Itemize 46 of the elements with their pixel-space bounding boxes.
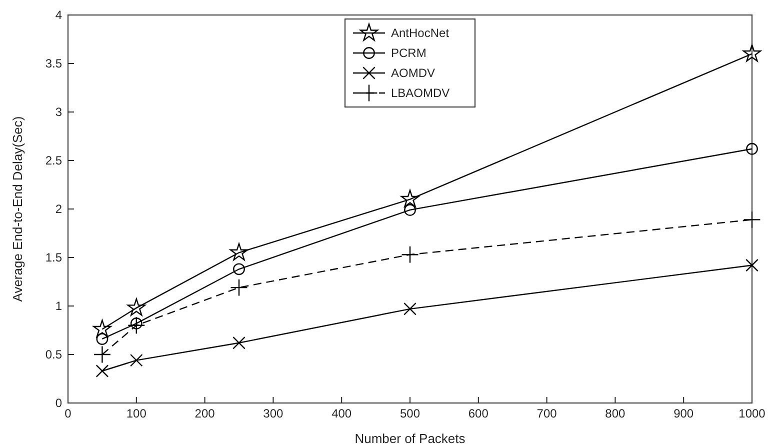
y-tick-label: 1	[55, 298, 62, 313]
point	[232, 336, 246, 350]
point	[230, 278, 248, 296]
y-tick-label: 1.5	[45, 250, 62, 264]
x-tick-label: 200	[194, 406, 216, 421]
point	[400, 190, 420, 208]
x-tick-label: 400	[332, 406, 352, 421]
point	[746, 258, 758, 272]
point	[93, 320, 112, 338]
y-axis-title: Average End-to-End Delay(Sec)	[10, 116, 25, 302]
point	[743, 210, 761, 228]
point	[746, 142, 758, 155]
legend-label: PCRM	[391, 46, 426, 60]
x-tick-label: 1000	[738, 406, 766, 421]
x-tick-label: 900	[674, 406, 694, 421]
point	[742, 44, 762, 62]
point	[404, 204, 416, 216]
point	[96, 333, 108, 345]
point	[130, 354, 143, 367]
x-tick-label: 600	[468, 406, 489, 421]
y-tick-label: 3.5	[45, 56, 62, 70]
legend-label: LBAOMDV	[391, 86, 450, 100]
point	[127, 298, 146, 316]
x-tick-label: 500	[400, 406, 420, 421]
point	[404, 302, 416, 316]
point	[130, 318, 142, 330]
x-tick-label: 700	[536, 406, 558, 421]
point	[230, 243, 248, 260]
x-tick-label: 0	[64, 406, 72, 421]
y-tick-label: 3	[55, 104, 62, 119]
point	[128, 316, 146, 334]
y-tick-label: 0	[55, 396, 62, 410]
x-tick-label: 100	[126, 406, 147, 421]
legend-label: AOMDV	[391, 66, 436, 80]
point	[233, 263, 245, 276]
x-tick-label: 800	[605, 406, 626, 421]
point	[401, 246, 419, 264]
point	[96, 364, 109, 378]
x-axis-title: Number of Packets	[354, 431, 466, 446]
y-tick-label: 2.5	[45, 153, 62, 168]
legend-label: AntHocNet	[391, 26, 450, 40]
point	[93, 346, 112, 364]
y-tick-label: 4	[55, 8, 62, 22]
x-tick-label: 300	[263, 406, 284, 421]
y-tick-label: 0.5	[45, 347, 62, 362]
y-tick-label: 2	[55, 202, 62, 216]
